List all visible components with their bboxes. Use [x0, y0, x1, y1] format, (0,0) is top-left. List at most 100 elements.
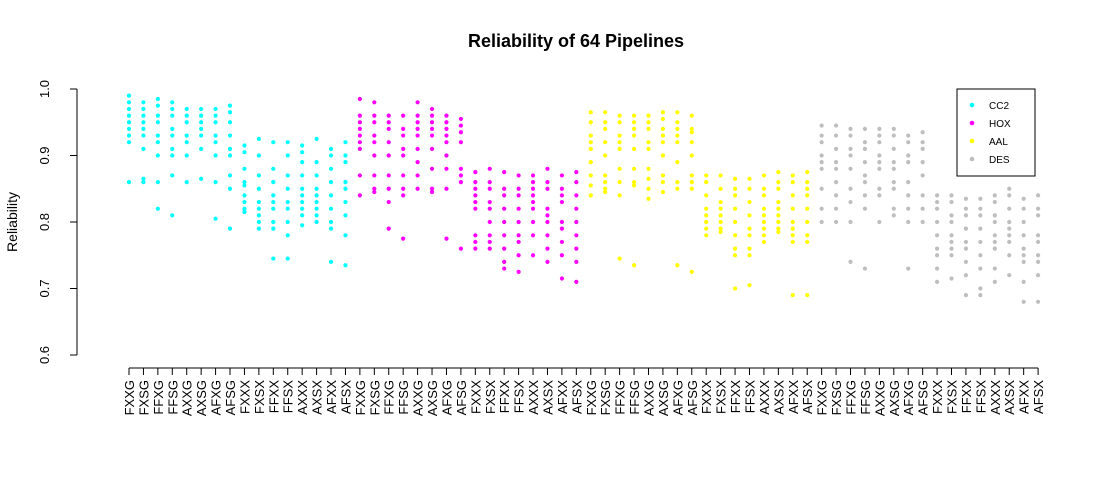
x-tick-label: FFSG — [627, 380, 642, 415]
data-point-des — [992, 199, 997, 205]
x-tick-label: FFSG — [165, 380, 180, 415]
data-point-hox — [386, 113, 391, 118]
data-point-cc2 — [285, 206, 290, 211]
data-point-des — [1021, 259, 1026, 264]
data-point-hox — [473, 233, 478, 238]
data-point-des — [949, 246, 954, 251]
data-point-aal — [761, 226, 767, 231]
data-point-des — [1035, 213, 1041, 218]
x-tick-label: AXSG — [425, 380, 440, 416]
data-point-des — [1007, 273, 1012, 278]
data-point-des — [877, 219, 882, 225]
data-point-des — [862, 206, 868, 211]
data-point-cc2 — [141, 126, 146, 131]
data-point-des — [891, 206, 896, 211]
x-tick-label: FFXG — [613, 380, 628, 415]
data-point-des — [819, 133, 824, 138]
x-tick-label: FXXG — [584, 380, 599, 415]
data-point-hox — [458, 130, 463, 135]
data-point-hox — [372, 100, 377, 105]
y-axis: 0.6 0.7 0.8 0.9 1.0 — [37, 80, 78, 364]
data-point-aal — [588, 133, 593, 138]
data-point-des — [934, 219, 940, 225]
data-point-hox — [473, 239, 478, 245]
data-point-cc2 — [328, 153, 334, 158]
data-point-hox — [444, 140, 449, 145]
data-point-des — [848, 259, 853, 264]
x-tick-label: FXXX — [468, 380, 483, 414]
data-point-des — [906, 153, 911, 158]
data-point-aal — [689, 140, 694, 145]
data-point-hox — [415, 133, 420, 138]
data-point-hox — [545, 166, 550, 171]
data-point-hox — [357, 120, 362, 125]
data-point-cc2 — [213, 140, 218, 145]
data-point-des — [819, 153, 824, 158]
data-point-hox — [357, 146, 362, 151]
data-point-hox — [559, 253, 565, 258]
data-point-hox — [415, 120, 420, 125]
data-point-cc2 — [314, 219, 319, 225]
data-point-cc2 — [314, 160, 319, 165]
data-point-cc2 — [126, 180, 132, 185]
x-tick-label: AFXX — [324, 380, 339, 414]
data-point-des — [891, 180, 896, 185]
data-point-hox — [574, 206, 579, 211]
data-point-aal — [790, 219, 795, 225]
data-point-aal — [805, 186, 810, 191]
data-point-cc2 — [199, 133, 204, 138]
data-point-des — [992, 246, 997, 251]
data-point-cc2 — [227, 146, 233, 151]
data-point-cc2 — [199, 120, 204, 125]
data-point-hox — [559, 239, 565, 245]
data-points — [126, 93, 1041, 304]
data-point-hox — [372, 140, 377, 145]
x-tick-label: AFSG — [454, 380, 469, 415]
data-point-hox — [559, 173, 565, 178]
data-point-des — [920, 219, 925, 225]
data-point-hox — [429, 133, 435, 138]
x-tick-label: FFXX — [959, 380, 974, 414]
data-point-aal — [790, 233, 795, 238]
x-tick-label: AXXX — [526, 380, 541, 415]
data-point-cc2 — [271, 140, 276, 145]
data-point-des — [949, 199, 954, 205]
x-tick-label: AFXX — [555, 380, 570, 414]
data-point-aal — [631, 180, 637, 185]
data-point-des — [920, 130, 925, 135]
data-point-aal — [617, 166, 622, 171]
x-tick-label: FXSG — [598, 380, 613, 415]
data-point-cc2 — [271, 226, 276, 231]
data-point-hox — [357, 173, 362, 178]
data-point-des — [963, 213, 969, 218]
data-point-hox — [357, 133, 362, 138]
data-point-cc2 — [184, 140, 189, 145]
data-point-cc2 — [170, 133, 175, 138]
data-point-des — [949, 233, 954, 238]
data-point-hox — [574, 246, 579, 251]
data-point-hox — [516, 219, 521, 225]
data-point-hox — [401, 236, 406, 241]
data-point-hox — [401, 133, 406, 138]
data-point-des — [1021, 279, 1026, 284]
x-tick-label: AFXG — [439, 380, 454, 415]
data-point-cc2 — [314, 199, 319, 205]
data-point-des — [1035, 233, 1041, 238]
data-point-hox — [530, 180, 536, 185]
data-point-aal — [603, 126, 608, 131]
x-tick-label: AXSG — [194, 380, 209, 416]
data-point-hox — [545, 246, 550, 251]
data-point-aal — [646, 120, 651, 125]
data-point-cc2 — [343, 180, 348, 185]
x-tick-label: AXSX — [1002, 380, 1017, 415]
data-point-des — [1021, 299, 1026, 304]
data-point-hox — [415, 113, 420, 118]
data-point-cc2 — [328, 206, 334, 211]
data-point-aal — [732, 186, 738, 191]
data-point-hox — [530, 219, 536, 225]
data-point-hox — [429, 186, 435, 191]
data-point-aal — [689, 126, 694, 131]
data-point-des — [1021, 196, 1026, 201]
data-point-aal — [660, 180, 666, 185]
data-point-hox — [401, 193, 406, 198]
